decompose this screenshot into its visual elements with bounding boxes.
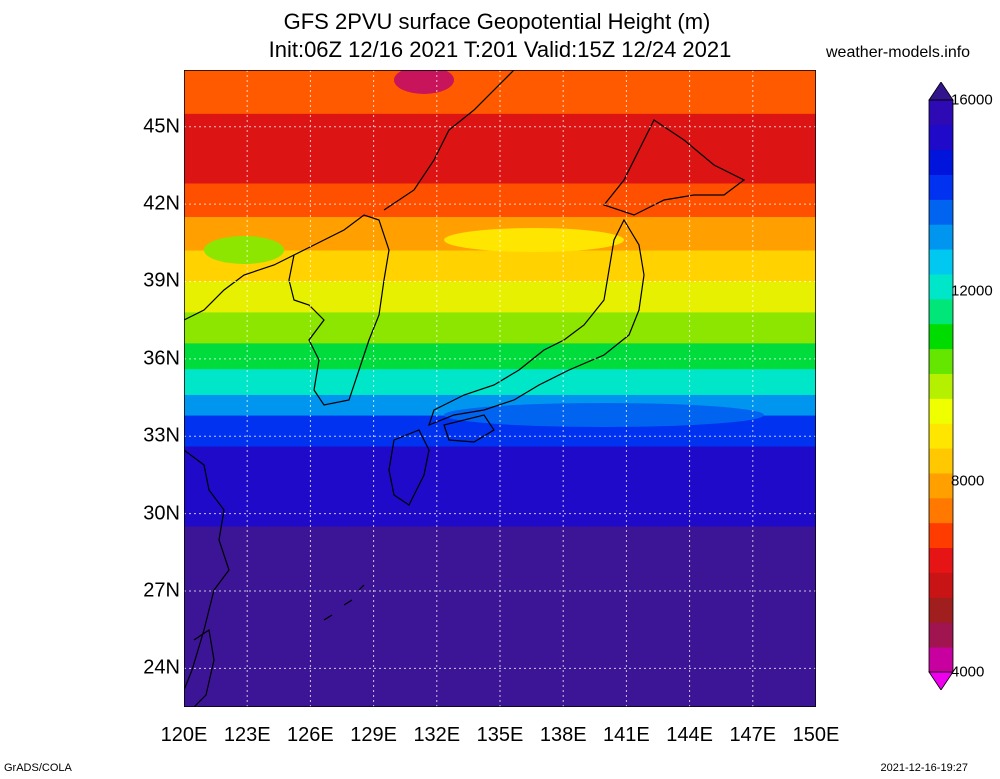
footer-software: GrADS/COLA	[4, 762, 72, 774]
colorbar-swatch	[929, 597, 953, 623]
colorbar-swatch	[929, 124, 953, 151]
height-band	[184, 312, 816, 344]
colorbar-swatch	[929, 199, 953, 225]
lon-tick-label: 138E	[539, 724, 587, 746]
lon-tick-label: 147E	[729, 724, 777, 746]
colorbar-max-triangle	[928, 82, 954, 101]
low-blob	[444, 403, 764, 427]
colorbar-swatch	[929, 423, 953, 449]
colorbar-swatch	[929, 323, 953, 350]
colorbar-swatch	[929, 224, 953, 250]
colorbar-tick-label: 12000	[951, 282, 993, 300]
lon-tick-label: 132E	[413, 724, 461, 746]
lat-tick-label: 33N	[143, 424, 180, 447]
colorbar-swatch	[929, 373, 953, 399]
chart-title: GFS 2PVU surface Geopotential Height (m)	[283, 9, 711, 34]
colorbar-tick-label: 8000	[951, 472, 985, 490]
coastline	[184, 70, 746, 707]
lon-tick-label: 129E	[350, 724, 397, 746]
colorbar-tick-label: 4000	[951, 663, 985, 681]
lat-tick-label: 30N	[143, 502, 180, 525]
colorbar-swatch	[929, 174, 953, 200]
lon-tick-label: 135E	[476, 724, 524, 746]
lon-tick-label: 123E	[223, 724, 271, 746]
colorbar-swatch	[929, 398, 953, 424]
lat-tick-label: 39N	[143, 269, 180, 292]
low-blob	[204, 236, 284, 264]
lat-lon-grid	[184, 70, 816, 707]
lat-tick-label: 45N	[143, 115, 180, 138]
height-band	[184, 113, 816, 184]
lat-tick-label: 24N	[143, 656, 180, 679]
colorbar-swatch	[929, 149, 953, 176]
height-blobs	[204, 70, 764, 427]
colorbar-swatch	[929, 647, 953, 673]
colorbar-frame	[928, 99, 954, 673]
colorbar-swatch	[929, 473, 953, 499]
colorbar-swatch	[929, 298, 953, 325]
colorbar-swatch	[929, 100, 953, 126]
lat-tick-label: 42N	[143, 192, 180, 215]
map-plot	[184, 70, 816, 707]
colorbar-swatch	[929, 547, 953, 573]
colorbar	[928, 82, 954, 690]
high-blob	[394, 70, 454, 94]
lat-tick-label: 36N	[143, 347, 180, 370]
lon-tick-label: 150E	[792, 724, 840, 746]
colorbar-swatch	[929, 497, 953, 524]
colorbar-swatch	[929, 622, 953, 648]
colorbar-swatch	[929, 348, 953, 374]
colorbar-min-triangle	[928, 671, 954, 690]
lat-tick-label: 27N	[143, 579, 180, 602]
site-credit: weather-models.info	[826, 44, 971, 61]
colorbar-swatch	[929, 249, 953, 275]
lon-tick-label: 144E	[666, 724, 713, 746]
colorbar-tick-label: 16000	[951, 91, 993, 109]
colorbar-swatch	[929, 274, 953, 300]
lon-tick-label: 141E	[603, 724, 650, 746]
colorbar-swatch	[929, 448, 953, 474]
footer-timestamp: 2021-12-16-19:27	[880, 762, 968, 774]
colorbar-swatch	[929, 522, 953, 549]
colorbar-swatch	[929, 572, 953, 598]
lon-tick-label: 126E	[287, 724, 334, 746]
lon-tick-label: 120E	[160, 724, 208, 746]
chart-subtitle: Init:06Z 12/16 2021 T:201 Valid:15Z 12/2…	[268, 37, 732, 62]
low-blob	[444, 228, 624, 252]
